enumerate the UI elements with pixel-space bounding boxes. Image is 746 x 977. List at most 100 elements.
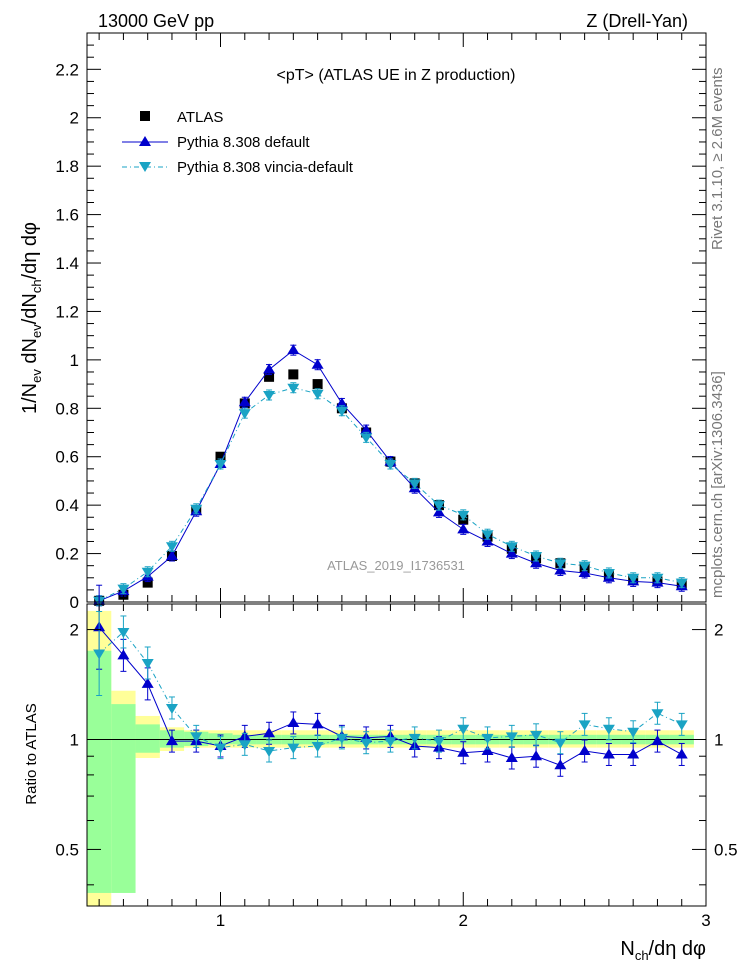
main-ytick-label: 0.8 [55, 399, 79, 418]
point-pythia-vincia [457, 510, 470, 521]
ratio-point-pythia-default [578, 745, 591, 756]
point-pythia-default [554, 564, 567, 575]
legend-item-atlas: ATLAS [140, 109, 223, 126]
point-pythia-default [432, 506, 445, 517]
point-pythia-default [165, 549, 178, 560]
point-pythia-vincia [481, 530, 494, 541]
main-ytick-label: 1.2 [55, 302, 79, 321]
point-pythia-vincia [263, 390, 276, 401]
main-panel: 0 0.2 0.4 0.6 0.8 1 1.2 1.4 1.6 1.8 2 2.2 <pT> (ATL… [19, 32, 707, 612]
point-atlas [288, 369, 299, 380]
point-pythia-default [481, 535, 494, 546]
point-pythia-vincia [360, 433, 373, 444]
ratio-point-pythia-vincia [384, 737, 397, 748]
point-pythia-vincia [651, 573, 664, 584]
ratio-point-pythia-default [311, 718, 324, 729]
point-pythia-vincia [311, 389, 324, 400]
point-atlas [264, 371, 275, 382]
point-pythia-vincia [141, 567, 154, 578]
ratio-point-pythia-vincia [165, 703, 178, 714]
legend-label-pythia-default: Pythia 8.308 default [177, 134, 310, 151]
ratio-point-pythia-vincia [190, 732, 203, 743]
ratio-point-pythia-vincia [554, 738, 567, 749]
mcplots-label: mcplots.cern.ch [arXiv:1306.3436] [709, 371, 726, 598]
point-pythia-default [505, 547, 518, 558]
ratio-point-pythia-default [165, 735, 178, 746]
ratio-point-pythia-default [481, 745, 494, 756]
legend-item-pythia-default: Pythia 8.308 default [122, 134, 310, 151]
legend-marker-atlas [140, 111, 150, 121]
ratio-point-pythia-vincia [117, 627, 130, 638]
ratio-point-pythia-vincia [432, 737, 445, 748]
main-ytick-label: 1.4 [55, 254, 79, 273]
ratio-frame [86, 603, 707, 907]
ratio-point-pythia-vincia [141, 658, 154, 669]
point-pythia-vincia [602, 568, 615, 579]
ratio-xtick-label: 1 [216, 911, 225, 930]
point-pythia-default [360, 424, 373, 435]
point-pythia-default [335, 397, 348, 408]
legend-label-pythia-vincia: Pythia 8.308 vincia-default [177, 159, 354, 176]
ratio-point-pythia-vincia [408, 733, 421, 744]
point-pythia-vincia [408, 479, 421, 490]
ratio-point-pythia-default [117, 649, 130, 660]
ratio-point-pythia-vincia [238, 740, 251, 751]
analysis-tag: ATLAS_2019_I1736531 [327, 558, 465, 573]
ratio-ylabel: Ratio to ATLAS [23, 703, 40, 804]
point-atlas [142, 577, 153, 588]
ratio-point-pythia-default [675, 748, 688, 759]
band-inner [135, 724, 160, 753]
ratio-ytick-label: 1 [70, 731, 79, 750]
ratio-point-pythia-default [602, 748, 615, 759]
point-pythia-default [287, 344, 300, 355]
point-pythia-vincia [530, 551, 543, 562]
legend-label-atlas: ATLAS [177, 109, 223, 126]
ratio-ytick-label-right: 2 [714, 621, 723, 640]
ratio-ytick-label: 0.5 [55, 840, 79, 859]
ratio-ytick-label-right: 1 [714, 731, 723, 750]
point-pythia-vincia [384, 459, 397, 470]
ratio-panel: 0.5 0.5 1 1 2 2 1 2 3 Ratio to ATLAS Nch/dη dφ [23, 584, 738, 963]
point-pythia-vincia [287, 383, 300, 394]
ratio-point-pythia-vincia [93, 649, 106, 660]
header-collision: 13000 GeV pp [98, 11, 214, 31]
ratio-point-pythia-default [141, 677, 154, 688]
point-pythia-default [530, 557, 543, 568]
main-ytick-label: 0.4 [55, 496, 79, 515]
band-inner [111, 704, 136, 893]
main-ytick-label: 1.8 [55, 157, 79, 176]
legend-marker-pythia-vincia [139, 162, 151, 172]
main-ytick-label: 0 [70, 593, 79, 612]
ratio-point-pythia-default [554, 759, 567, 770]
point-pythia-vincia [165, 542, 178, 553]
ratio-point-pythia-vincia [675, 720, 688, 731]
ratio-point-pythia-vincia [263, 747, 276, 758]
ratio-point-pythia-vincia [287, 743, 300, 754]
point-pythia-vincia [214, 459, 227, 470]
ratio-point-pythia-vincia [651, 709, 664, 720]
header-process: Z (Drell-Yan) [586, 11, 688, 31]
point-pythia-default [457, 523, 470, 534]
main-ytick-label: 2.2 [55, 60, 79, 79]
point-pythia-vincia [675, 578, 688, 589]
point-pythia-vincia [432, 501, 445, 512]
ratio-point-pythia-default [263, 727, 276, 738]
ratio-ytick-label: 2 [70, 621, 79, 640]
ratio-point-pythia-default [651, 735, 664, 746]
ratio-point-pythia-default [457, 746, 470, 757]
main-ytick-label: 0.6 [55, 448, 79, 467]
ratio-point-pythia-vincia [335, 733, 348, 744]
ratio-point-pythia-vincia [457, 724, 470, 735]
main-ytick-label: 2 [70, 109, 79, 128]
ratio-ytick-label-right: 0.5 [714, 840, 738, 859]
ratio-point-pythia-vincia [602, 724, 615, 735]
legend: ATLAS Pythia 8.308 default Pythia 8.308 … [122, 109, 354, 176]
ratio-point-pythia-vincia [214, 743, 227, 754]
main-ytick-label: 1.6 [55, 206, 79, 225]
point-atlas [215, 451, 226, 462]
ratio-point-pythia-vincia [530, 730, 543, 741]
ratio-point-pythia-vincia [627, 727, 640, 738]
point-pythia-vincia [578, 561, 591, 572]
